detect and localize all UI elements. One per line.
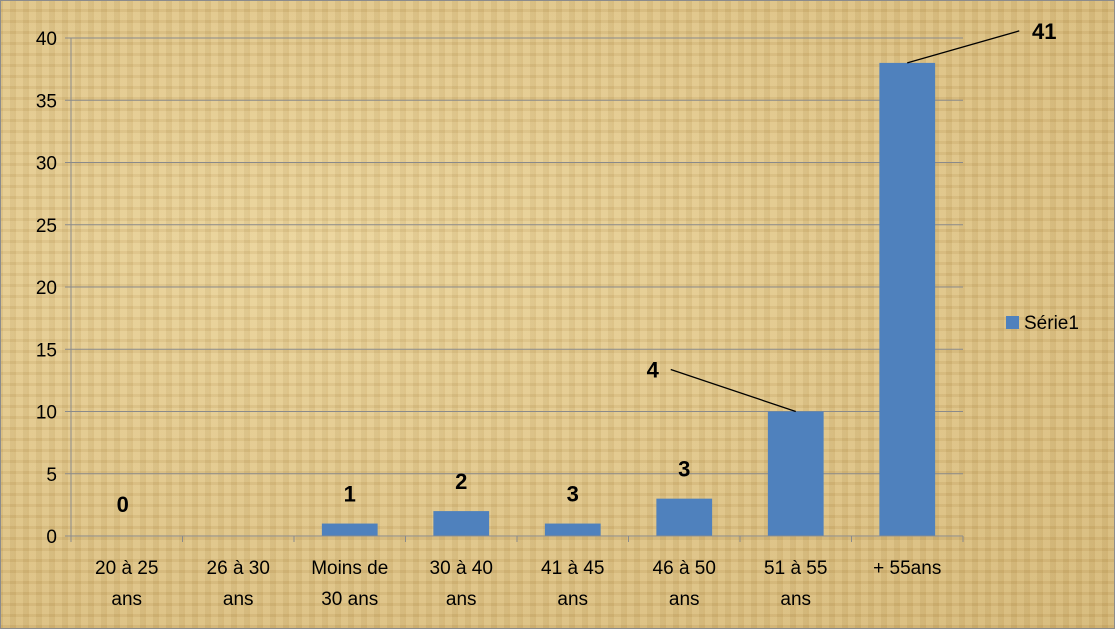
y-tick-label: 5 bbox=[46, 465, 57, 486]
y-tick-label: 30 bbox=[36, 154, 57, 175]
leader-line bbox=[907, 30, 1020, 64]
x-tick-label: 41 à 45 ans bbox=[541, 558, 604, 610]
x-tick-label: 20 à 25 ans bbox=[95, 558, 158, 610]
y-tick-labels: 0 5 10 15 20 25 30 35 40 bbox=[36, 29, 57, 548]
legend-label: Série1 bbox=[1024, 313, 1079, 334]
legend: Série1 bbox=[1006, 313, 1079, 334]
x-tick-label: 46 à 50 ans bbox=[653, 558, 716, 610]
y-tick-label: 20 bbox=[36, 278, 57, 299]
data-label: 4 bbox=[647, 358, 660, 383]
x-tick-label: 30 à 40 ans bbox=[430, 558, 493, 610]
y-tick-label: 40 bbox=[36, 29, 57, 50]
bars bbox=[321, 62, 936, 537]
bar bbox=[544, 523, 601, 536]
data-label: 2 bbox=[455, 469, 467, 494]
data-label: 1 bbox=[344, 482, 356, 507]
data-label: 3 bbox=[678, 457, 690, 482]
bar bbox=[879, 62, 936, 537]
x-tick-label: 51 à 55 ans bbox=[764, 558, 827, 610]
x-tick-label: + 55ans bbox=[873, 558, 941, 579]
leader-line bbox=[670, 368, 796, 413]
x-tick-label: Moins de 30 ans bbox=[311, 558, 388, 610]
y-tick-label: 15 bbox=[36, 340, 57, 361]
y-tick-label: 10 bbox=[36, 403, 57, 424]
y-tick-label: 0 bbox=[46, 527, 57, 548]
y-tick-label: 35 bbox=[36, 91, 57, 112]
bar bbox=[656, 498, 713, 536]
bar bbox=[321, 523, 378, 536]
legend-swatch bbox=[1006, 316, 1019, 329]
data-labels: 0 1 2 3 3 4 41 bbox=[117, 19, 1057, 517]
x-tick-labels: 20 à 25 ans 26 à 30 ans Moins de 30 ans 30 à 4… bbox=[95, 558, 941, 610]
data-label: 41 bbox=[1032, 19, 1056, 44]
data-label: 3 bbox=[567, 482, 579, 507]
bar bbox=[767, 411, 824, 536]
axes bbox=[65, 37, 964, 542]
y-tick-label: 25 bbox=[36, 216, 57, 237]
x-tick-label: 26 à 30 ans bbox=[207, 558, 270, 610]
data-label: 0 bbox=[117, 492, 129, 517]
gridlines bbox=[71, 37, 963, 475]
bar bbox=[433, 511, 490, 536]
